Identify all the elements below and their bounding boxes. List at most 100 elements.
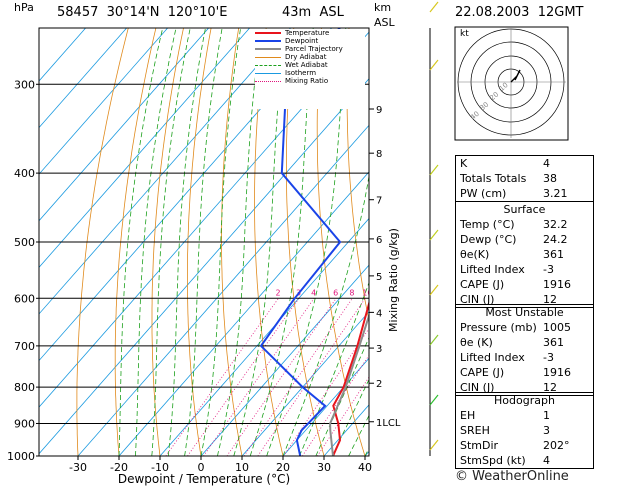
- isotherm-line: [39, 28, 209, 222]
- hodograph-frame: [454, 26, 569, 141]
- index-label: CIN (J): [460, 381, 495, 394]
- mixing-ratio-tick-label: 25: [418, 288, 428, 297]
- index-row: StmSpd (kt) 4: [456, 453, 593, 468]
- index-label: PW (cm): [460, 187, 507, 200]
- index-value: 3: [543, 424, 550, 437]
- index-row: PW (cm) 3.21: [456, 186, 593, 201]
- index-row: Pressure (mb) 1005: [456, 320, 593, 335]
- mixing-ratio-tick-label: 6: [333, 288, 338, 297]
- x-tick-label: 20: [276, 461, 290, 474]
- wet-adiabat-line: [118, 28, 164, 456]
- hodograph-ring-label: 30: [478, 100, 490, 112]
- index-label: θe (K): [460, 336, 493, 349]
- x-tick-label: 40: [358, 461, 372, 474]
- index-label: CIN (J): [460, 293, 495, 306]
- wet-adiabat-line: [151, 28, 191, 456]
- pressure-tick-label: 1000: [7, 450, 35, 463]
- chart-legend: Temperature Dewpoint Parcel Trajectory Dry …: [255, 29, 365, 109]
- legend-swatch: [255, 72, 281, 74]
- dry-adiabat-line: [316, 28, 366, 456]
- legend-item: Isotherm: [255, 69, 365, 77]
- mixing-ratio-tick-label: 20: [404, 288, 414, 297]
- hodograph-trace: [510, 69, 521, 83]
- mixing-ratio-line: [187, 298, 300, 456]
- dry-adiabat-line: [597, 28, 629, 456]
- hodograph-ring-label: 20: [488, 90, 500, 102]
- index-row: Temp (°C) 32.2: [456, 217, 593, 232]
- station-label: 58457 30°14'N 120°10'E: [57, 5, 228, 20]
- series-parcel-trajectory-line: [329, 312, 369, 456]
- index-value: 361: [543, 336, 564, 349]
- km-tick-label: 7: [376, 196, 382, 207]
- legend-item: Wet Adiabat: [255, 61, 365, 69]
- index-label: CAPE (J): [460, 278, 505, 291]
- legend-label: Temperature: [285, 29, 330, 37]
- index-value: 12: [543, 293, 557, 306]
- mixing-ratio-line: [283, 327, 369, 456]
- legend-item: Temperature: [255, 29, 365, 37]
- surface-title: Surface: [503, 203, 546, 216]
- legend-swatch: [255, 48, 281, 50]
- wet-adiabat-line: [167, 28, 206, 456]
- wet-adiabat-line: [249, 28, 314, 456]
- wet-adiabat-line: [266, 28, 347, 456]
- index-row: CIN (J) 12: [456, 292, 593, 307]
- mixing-ratio-axis-title: Mixing Ratio (g/kg): [387, 228, 400, 332]
- wind-barb: [429, 164, 439, 176]
- indices-surface-table: Surface Temp (°C) 32.2 Dewp (°C) 24.2 θe(K) 3…: [455, 201, 594, 308]
- index-value: 3.21: [543, 187, 568, 200]
- index-value: 1916: [543, 278, 571, 291]
- index-label: SREH: [460, 424, 490, 437]
- wet-adiabat-line: [217, 28, 262, 456]
- dry-adiabat-line: [625, 28, 629, 456]
- pressure-tick-label: 600: [14, 292, 35, 305]
- legend-label: Isotherm: [285, 69, 317, 77]
- wet-adiabat-line: [135, 28, 177, 456]
- wind-barb: [429, 439, 439, 451]
- index-value: 1: [543, 409, 550, 422]
- index-label: Lifted Index: [460, 263, 525, 276]
- index-value: 12: [543, 381, 557, 394]
- legend-item: Dewpoint: [255, 37, 365, 45]
- index-value: 38: [543, 172, 557, 185]
- index-label: Pressure (mb): [460, 321, 537, 334]
- legend-swatch: [255, 32, 281, 34]
- legend-label: Wet Adiabat: [285, 61, 328, 69]
- x-axis-title: Dewpoint / Temperature (°C): [118, 472, 290, 486]
- x-tick-label: 0: [198, 461, 205, 474]
- datetime-label: 22.08.2003 12GMT: [455, 5, 584, 20]
- dry-adiabat-line: [254, 28, 284, 456]
- indices-top-table: K 4 Totals Totals 38 PW (cm) 3.21: [455, 155, 594, 202]
- legend-swatch: [255, 80, 281, 82]
- skewt-plot-area: 2 3 4 6 8 10 15 20 25: [39, 28, 629, 456]
- pressure-tick-label: 700: [14, 340, 35, 353]
- hodograph-title: Hodograph: [494, 394, 555, 407]
- index-row: CAPE (J) 1916: [456, 365, 593, 380]
- km-tick-label: 6: [376, 235, 382, 246]
- wind-barb: [429, 284, 439, 296]
- legend-item: Dry Adiabat: [255, 53, 365, 61]
- km-tick-label: 4: [376, 308, 382, 319]
- index-value: -3: [543, 351, 554, 364]
- pressure-tick-label: 900: [14, 417, 35, 430]
- unstable-title: Most Unstable: [485, 306, 564, 319]
- index-label: Lifted Index: [460, 351, 525, 364]
- indices-hodograph-table: Hodograph EH 1 SREH 3 StmDir 202° StmSpd (kt) 4: [455, 392, 594, 469]
- wind-barb: [429, 1, 439, 13]
- mixing-ratio-line: [203, 298, 315, 456]
- wet-adiabat-line: [184, 28, 223, 456]
- km-tick-label: 5: [376, 272, 382, 283]
- index-value: 4: [543, 454, 550, 467]
- isotherm-line: [39, 28, 127, 129]
- hodograph-ring-label: 40: [469, 110, 481, 122]
- pressure-unit-label: hPa: [14, 1, 34, 14]
- dry-adiabat-line: [76, 28, 129, 456]
- x-tick-label: -10: [151, 461, 169, 474]
- wind-barb: [429, 334, 439, 346]
- index-row: θe(K) 361: [456, 247, 593, 262]
- hodograph-unit-label: kt: [460, 29, 469, 39]
- isotherm-line: [241, 311, 369, 456]
- isotherm-line: [200, 264, 369, 456]
- index-value: 4: [543, 157, 550, 170]
